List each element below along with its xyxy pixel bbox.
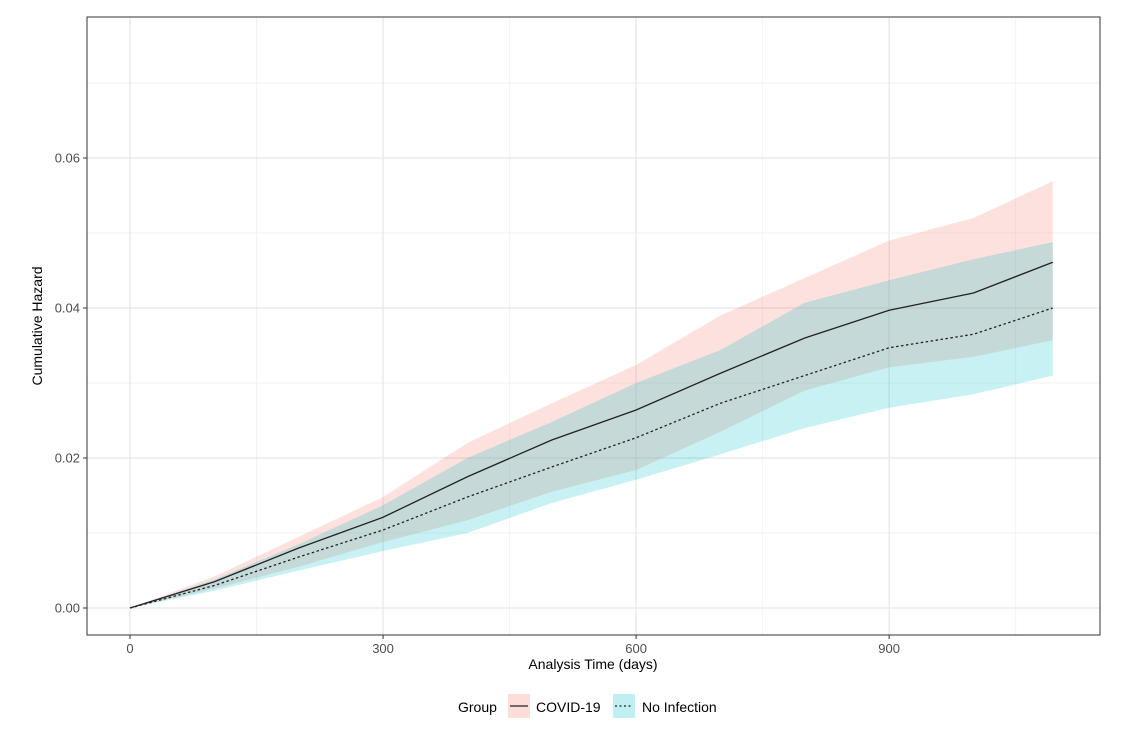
x-tick-label: 600 [625,641,647,656]
grid [87,17,1100,635]
line-no-infection [129,307,1053,609]
y-tick-label: 0.04 [55,301,80,316]
confidence-bands [130,181,1053,608]
legend: Group COVID-19 No Infection [458,694,717,718]
series-lines [129,261,1054,609]
y-tick-label: 0.02 [55,451,80,466]
band-no-infection [130,242,1053,608]
y-axis-label: Cumulative Hazard [29,266,45,385]
x-tick-label: 0 [126,641,133,656]
plot-panel-border [86,16,1101,636]
legend-label-no-infection: No Infection [642,699,717,715]
x-tick-label: 900 [878,641,900,656]
line-covid-19 [129,261,1054,609]
band-covid-19 [130,181,1053,608]
x-axis: 0 300 600 900 [126,635,900,656]
y-tick-label: 0.00 [55,601,80,616]
legend-title: Group [458,699,497,715]
x-axis-label: Analysis Time (days) [528,656,657,672]
y-axis: 0.00 0.02 0.04 0.06 [55,151,87,616]
y-tick-label: 0.06 [55,151,80,166]
x-tick-label: 300 [372,641,394,656]
legend-label-covid: COVID-19 [536,699,601,715]
